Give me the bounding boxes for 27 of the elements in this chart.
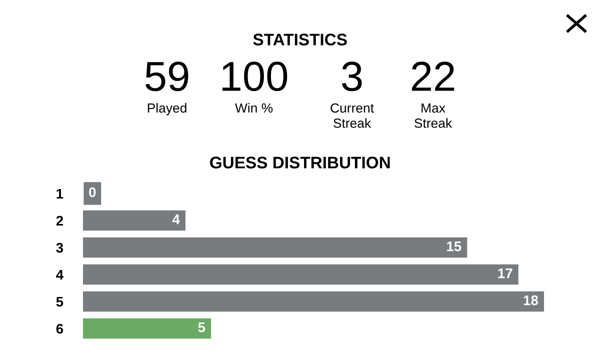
text: 22 bbox=[412, 62, 454, 91]
y-tick-label: 4 bbox=[56, 270, 64, 280]
text: Win % bbox=[234, 103, 273, 113]
data-label: 18 bbox=[524, 295, 538, 306]
text: Played bbox=[148, 103, 186, 116]
text: 3 bbox=[342, 62, 362, 92]
text: 59 bbox=[145, 62, 188, 92]
data-label: 17 bbox=[498, 268, 512, 278]
bar bbox=[83, 237, 468, 258]
y-tick-label: 6 bbox=[56, 324, 64, 334]
y-tick-label: 2 bbox=[56, 216, 63, 226]
text: Max Streak bbox=[414, 103, 452, 128]
text: 100 bbox=[222, 62, 288, 92]
bar bbox=[83, 264, 518, 285]
text: Current Streak bbox=[330, 103, 374, 128]
y-tick-label: 1 bbox=[56, 188, 64, 199]
bar bbox=[83, 291, 544, 312]
data-label: 5 bbox=[198, 322, 206, 332]
chart-subtitle: GUESS DISTRIBUTION bbox=[210, 156, 390, 168]
y-tick-label: 5 bbox=[56, 296, 64, 307]
y-tick-label: 3 bbox=[56, 242, 64, 253]
data-label: 4 bbox=[172, 214, 180, 224]
bar bbox=[83, 210, 186, 231]
bar bbox=[83, 318, 212, 339]
data-label: 0 bbox=[89, 187, 96, 198]
chart-title: STATISTICS bbox=[253, 34, 347, 46]
data-label: 15 bbox=[447, 242, 462, 252]
